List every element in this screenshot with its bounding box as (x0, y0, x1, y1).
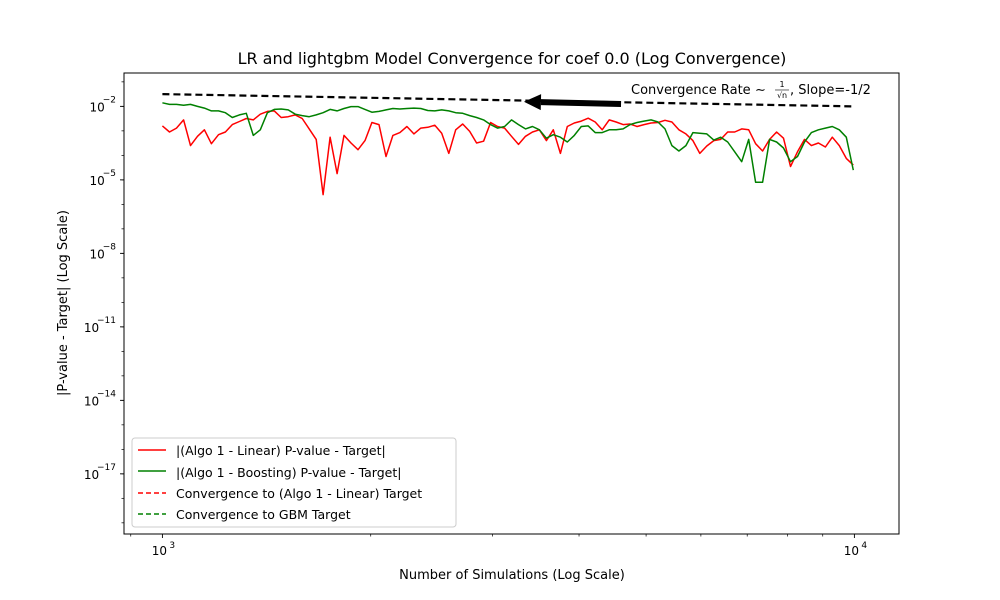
annotation-frac-numerator: 1 (779, 80, 784, 89)
y-tick-exponent: −14 (97, 389, 116, 399)
y-tick-exponent: −8 (103, 242, 117, 252)
y-axis-label: |P-value - Target| (Log Scale) (56, 210, 71, 396)
chart-title: LR and lightgbm Model Convergence for co… (238, 49, 787, 68)
annotation-prefix: Convergence Rate (631, 83, 751, 98)
series-line-4 (162, 93, 855, 108)
y-tick-label: 10 (84, 394, 99, 408)
annotation-frac-denominator: √n (777, 91, 787, 100)
x-tick-exponent: 4 (861, 541, 867, 551)
convergence-annotation: Convergence Rate ∼ 1 √n, Slope=-1/2 (523, 80, 871, 111)
legend-label-gbm-target: Convergence to GBM Target (176, 507, 351, 522)
x-tick-label: 10 (152, 544, 167, 558)
legend-box (131, 437, 457, 528)
y-tick-label: 10 (84, 468, 99, 482)
annotation-tilde: ∼ (755, 83, 766, 98)
y-tick-label: 10 (90, 247, 105, 261)
plot-lines (161, 93, 855, 196)
y-tick-exponent: −17 (97, 463, 116, 473)
legend-label-linear-target: Convergence to (Algo 1 - Linear) Target (176, 486, 422, 501)
y-tick-label: 10 (84, 321, 99, 335)
annotation-arrow-head (523, 94, 542, 111)
legend-label-linear: |(Algo 1 - Linear) P-value - Target| (176, 443, 386, 458)
y-tick-label: 10 (90, 100, 105, 114)
annotation-suffix: , Slope=-1/2 (790, 83, 871, 98)
x-tick-exponent: 3 (169, 541, 175, 551)
series-line-1 (162, 102, 855, 183)
x-tick-label: 10 (844, 544, 859, 558)
y-tick-label: 10 (90, 174, 105, 188)
y-tick-exponent: −2 (103, 95, 116, 105)
y-tick-exponent: −11 (97, 316, 116, 326)
annotation-arrow-shaft (540, 99, 622, 107)
y-tick-exponent: −5 (103, 169, 116, 179)
legend: |(Algo 1 - Linear) P-value - Target| |(A… (131, 437, 457, 528)
plot-area-frame (123, 72, 900, 535)
series-line-0 (161, 110, 854, 196)
x-axis-label: Number of Simulations (Log Scale) (399, 568, 625, 583)
legend-label-boosting: |(Algo 1 - Boosting) P-value - Target| (176, 465, 401, 480)
